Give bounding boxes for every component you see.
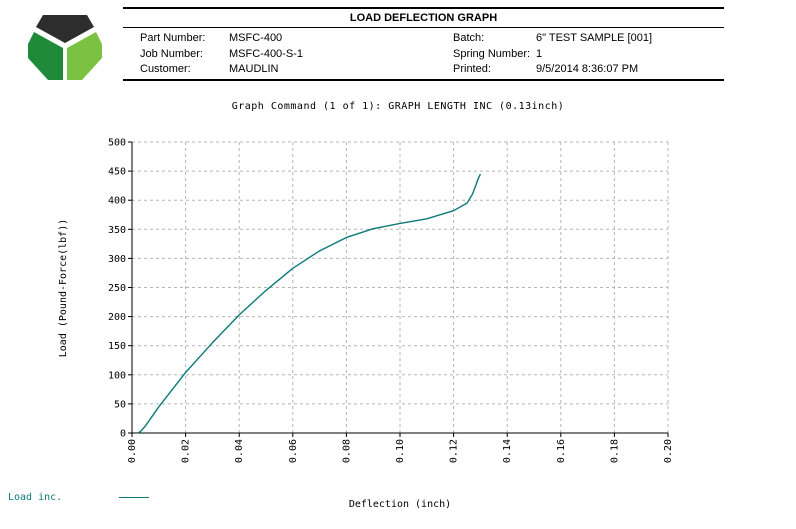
y-tick-label: 50 <box>114 399 126 410</box>
part-number-label: Part Number: <box>140 32 206 44</box>
spring-number-label: Spring Number: <box>453 47 531 60</box>
y-tick-label: 450 <box>108 167 126 178</box>
y-tick-label: 100 <box>108 370 126 381</box>
logo-green-segment <box>28 32 63 80</box>
x-tick-label: 0.16 <box>556 439 567 463</box>
job-number-label: Job Number: <box>140 47 203 60</box>
y-tick-label: 500 <box>108 138 126 149</box>
x-tick-label: 0.00 <box>127 439 138 463</box>
chart-series <box>137 173 482 434</box>
y-tick-label: 300 <box>108 254 126 265</box>
part-number-value: MSFC-400 <box>229 32 283 44</box>
job-number-value: MSFC-400-S-1 <box>229 47 303 60</box>
batch-label: Batch: <box>453 32 485 44</box>
logo-lightgreen-segment <box>67 32 102 80</box>
hexagon-logo-icon <box>28 15 102 80</box>
meta-values-right: 6" TEST SAMPLE [001] 1 9/5/2014 8:36:07 … <box>536 31 652 78</box>
header-divider <box>123 27 724 28</box>
chart-ticks: 0.00 0.02 0.04 0.06 0.08 0.10 0.12 0.14 0.16 0.18… <box>108 138 674 464</box>
legend-line-swatch <box>119 497 149 498</box>
y-tick-label: 400 <box>108 196 126 207</box>
customer-label: Customer: <box>140 63 191 75</box>
customer-value: MAUDLIN <box>229 63 279 75</box>
y-tick-label: 350 <box>108 225 126 236</box>
report-title: LOAD DEFLECTION GRAPH <box>349 12 498 24</box>
legend-label: Load inc. <box>8 492 63 503</box>
y-axis-label: Load (Pound-Force(lbf)) <box>58 219 69 357</box>
meta-labels-left: Part Number: Job Number: Customer: <box>140 31 205 78</box>
meta-values-left: MSFC-400 MSFC-400-S-1 MAUDLIN <box>229 31 303 78</box>
meta-labels-right: Batch: Spring Number: Printed: <box>453 31 530 78</box>
report-header: LOAD DEFLECTION GRAPH Part Number: Job N… <box>123 7 724 81</box>
series-line-load-inc <box>137 173 482 434</box>
y-tick-label: 0 <box>120 429 126 440</box>
x-tick-label: 0.12 <box>449 439 460 463</box>
spring-number-value: 1 <box>536 47 543 60</box>
x-tick-label: 0.20 <box>663 439 674 463</box>
printed-label: Printed: <box>453 63 491 75</box>
y-tick-label: 250 <box>108 283 126 294</box>
x-tick-label: 0.18 <box>609 439 620 463</box>
x-tick-label: 0.06 <box>288 439 299 463</box>
batch-value: 6" TEST SAMPLE [001] <box>536 32 652 44</box>
printed-value: 9/5/2014 8:36:07 PM <box>536 63 639 75</box>
x-tick-label: 0.02 <box>181 439 192 463</box>
x-tick-label: 0.08 <box>341 439 352 463</box>
y-tick-label: 200 <box>108 312 126 323</box>
x-tick-label: 0.04 <box>234 439 245 463</box>
x-tick-label: 0.10 <box>395 439 406 463</box>
chart-grid <box>132 141 669 433</box>
graph-command-title: Graph Command (1 of 1): GRAPH LENGTH INC… <box>231 101 565 112</box>
logo-dark-segment <box>36 15 94 43</box>
y-tick-label: 150 <box>108 341 126 352</box>
x-axis-label: Deflection (inch) <box>349 499 451 510</box>
x-tick-label: 0.14 <box>502 439 513 463</box>
